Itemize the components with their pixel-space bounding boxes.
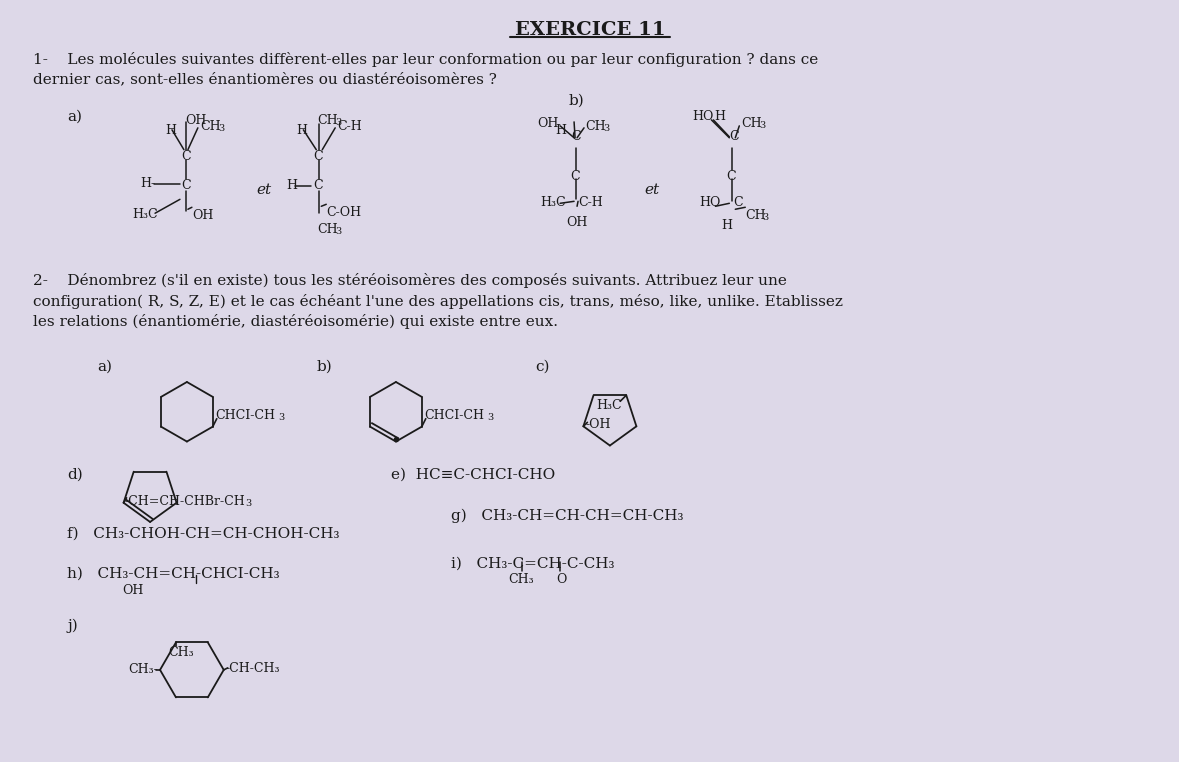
Text: j): j)	[67, 618, 78, 632]
Text: d): d)	[67, 467, 84, 482]
Text: C: C	[571, 170, 580, 183]
Text: C-H: C-H	[578, 197, 602, 210]
Text: CHCI-CH: CHCI-CH	[215, 408, 275, 422]
Text: CH: CH	[742, 117, 762, 130]
Text: b): b)	[316, 360, 332, 374]
Text: b): b)	[568, 94, 584, 108]
Text: a): a)	[67, 110, 83, 124]
Text: H₃C: H₃C	[540, 197, 566, 210]
Text: les relations (énantiomérie, diastéréoisomérie) qui existe entre eux.: les relations (énantiomérie, diastéréois…	[33, 315, 558, 329]
Text: H: H	[714, 110, 725, 123]
Text: C: C	[726, 170, 736, 183]
Text: OH: OH	[192, 210, 213, 223]
Text: CHCI-CH: CHCI-CH	[423, 408, 483, 422]
Text: C: C	[571, 130, 581, 142]
Text: C: C	[733, 197, 743, 210]
Text: h)   CH₃-CH=CH-CHCI-CH₃: h) CH₃-CH=CH-CHCI-CH₃	[67, 567, 281, 581]
Text: C: C	[314, 149, 323, 163]
Text: et: et	[257, 184, 271, 197]
Text: 1-    Les molécules suivantes diffèrent-elles par leur conformation ou par leur : 1- Les molécules suivantes diffèrent-ell…	[33, 53, 818, 67]
Text: H: H	[555, 124, 566, 137]
Text: 3: 3	[245, 499, 251, 507]
Text: 3: 3	[335, 118, 342, 127]
Text: O: O	[556, 572, 567, 585]
Text: OH: OH	[123, 584, 144, 597]
Text: H: H	[722, 219, 732, 232]
Text: HO: HO	[699, 197, 720, 210]
Text: H-: H-	[140, 177, 156, 190]
Text: -CH-CH₃: -CH-CH₃	[225, 662, 281, 675]
Text: a): a)	[98, 360, 112, 374]
Text: EXERCICE 11: EXERCICE 11	[515, 21, 665, 39]
Text: CH: CH	[745, 210, 766, 223]
Text: H: H	[296, 124, 308, 137]
Text: CH: CH	[317, 114, 338, 127]
Text: CH₃: CH₃	[167, 646, 193, 659]
Text: C-H: C-H	[337, 120, 362, 133]
Text: H₃C: H₃C	[597, 399, 623, 412]
Text: 2-    Dénombrez (s'il en existe) tous les stéréoisomères des composés suivants. : 2- Dénombrez (s'il en existe) tous les s…	[33, 273, 786, 288]
Text: H: H	[165, 124, 176, 137]
Text: C: C	[314, 180, 323, 193]
Text: 3: 3	[278, 413, 284, 421]
Text: 3: 3	[218, 124, 224, 133]
Text: CH₃: CH₃	[508, 572, 534, 585]
Text: -CH=CH-CHBr-CH: -CH=CH-CHBr-CH	[125, 495, 245, 507]
Text: C: C	[730, 130, 739, 142]
Text: 3: 3	[487, 413, 494, 421]
Text: 3: 3	[602, 124, 610, 133]
Text: g)   CH₃-CH=CH-CH=CH-CH₃: g) CH₃-CH=CH-CH=CH-CH₃	[450, 509, 683, 523]
Text: C: C	[180, 149, 191, 163]
Text: c): c)	[535, 360, 549, 374]
Text: CH: CH	[200, 120, 220, 133]
Text: 3: 3	[335, 227, 342, 236]
Text: OH: OH	[566, 216, 587, 229]
Text: C-OH: C-OH	[327, 207, 362, 219]
Text: -OH: -OH	[586, 418, 611, 431]
Text: H: H	[286, 180, 297, 193]
Text: f)   CH₃-CHOH-CH=CH-CHOH-CH₃: f) CH₃-CHOH-CH=CH-CHOH-CH₃	[67, 527, 340, 541]
Text: dernier cas, sont-elles énantiomères ou diastéréoisomères ?: dernier cas, sont-elles énantiomères ou …	[33, 72, 496, 86]
Text: 3: 3	[759, 121, 765, 130]
Text: HO: HO	[692, 110, 714, 123]
Text: i)   CH₃-C=CH-C-CH₃: i) CH₃-C=CH-C-CH₃	[450, 557, 614, 571]
Text: OH: OH	[538, 117, 559, 130]
Text: CH: CH	[585, 120, 606, 133]
Text: 3: 3	[762, 213, 769, 223]
Text: et: et	[645, 184, 660, 197]
Text: CH: CH	[317, 223, 338, 236]
Text: configuration( R, S, Z, E) et le cas échéant l'une des appellations cis, trans, : configuration( R, S, Z, E) et le cas éch…	[33, 293, 843, 309]
Text: H₃C: H₃C	[132, 208, 158, 221]
Text: CH₃-: CH₃-	[129, 663, 158, 676]
Text: e)  HC≡C-CHCI-CHO: e) HC≡C-CHCI-CHO	[391, 467, 555, 482]
Text: C: C	[180, 180, 191, 193]
Text: OH: OH	[185, 114, 206, 127]
